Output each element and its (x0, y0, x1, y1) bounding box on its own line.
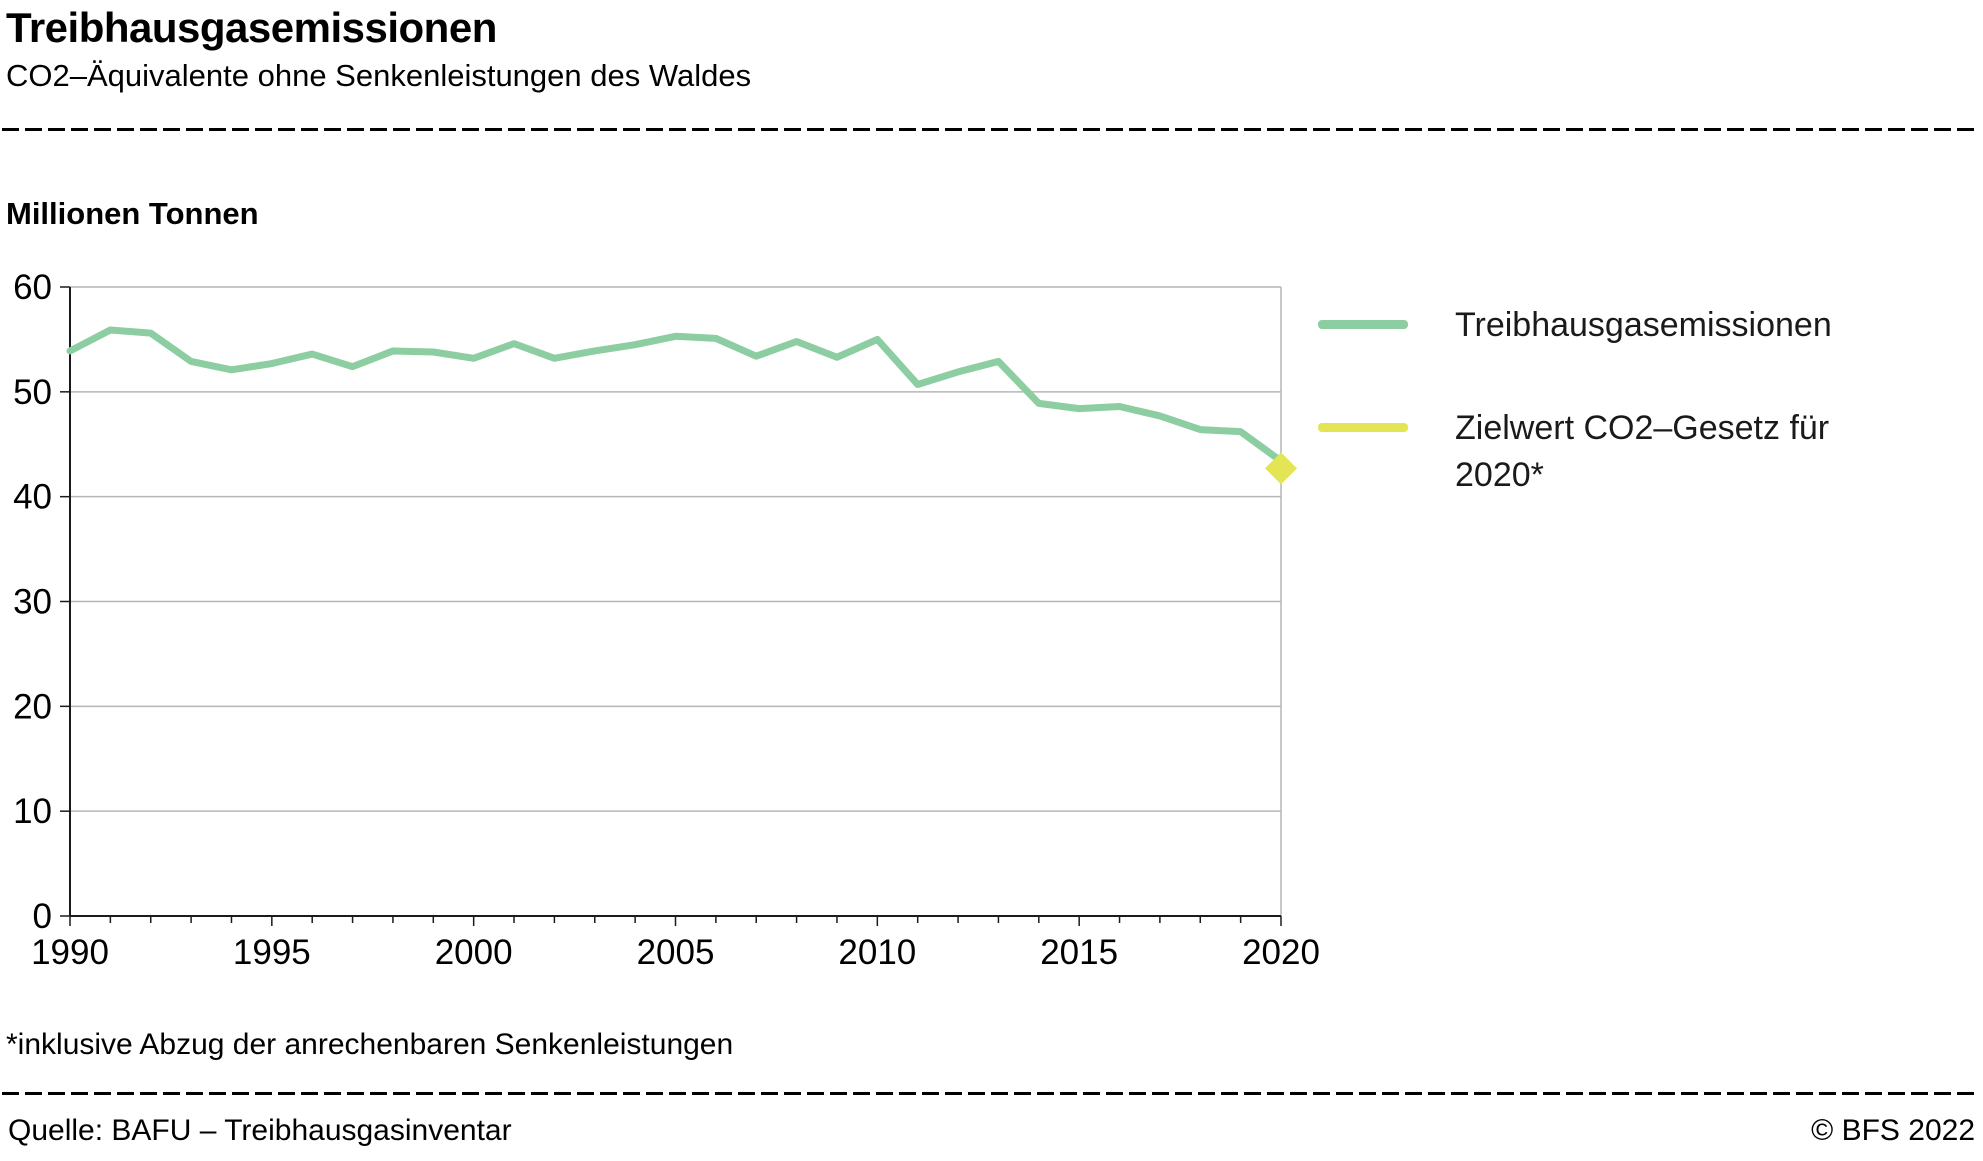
x-tick-label: 2000 (435, 933, 513, 972)
page-subtitle: CO2–Äquivalente ohne Senkenleistungen de… (6, 58, 752, 93)
legend: Treibhausgasemissionen Zielwert CO2–Gese… (1318, 302, 1885, 499)
legend-label-target: Zielwert CO2–Gesetz für 2020* (1455, 408, 1830, 494)
y-tick-label: 0 (33, 897, 52, 936)
x-tick-label: 2005 (637, 933, 715, 972)
x-tick-label: 2015 (1040, 933, 1118, 972)
x-tick-label: 1990 (31, 933, 109, 972)
y-tick-label: 40 (13, 478, 52, 517)
footer: Quelle: BAFU – Treibhausgasinventar © BF… (0, 1114, 1983, 1148)
emissions-chart: 1990 1995 2000 2005 2010 2015 2020 0 10 20 30 40 50 6… (13, 268, 1320, 972)
copyright-text: © BFS 2022 (1811, 1114, 1975, 1147)
y-tick-label: 30 (13, 583, 52, 622)
legend-item-emissions: Treibhausgasemissionen (1318, 302, 1885, 349)
legend-item-target: Zielwert CO2–Gesetz für 2020* (1318, 405, 1885, 499)
source-text: Quelle: BAFU – Treibhausgasinventar (8, 1114, 512, 1147)
legend-swatch-emissions-icon (1318, 320, 1408, 329)
x-tick-label: 2010 (838, 933, 916, 972)
y-tick-label: 10 (13, 792, 52, 831)
y-tick-label: 60 (13, 268, 52, 307)
page-title: Treibhausgasemissionen (6, 4, 497, 51)
y-tick-label: 20 (13, 687, 52, 726)
legend-label-emissions: Treibhausgasemissionen (1455, 306, 1832, 344)
top-divider (2, 128, 1979, 131)
x-tick-label: 2020 (1242, 933, 1320, 972)
emissions-line (66, 326, 1285, 465)
x-tick-label: 1995 (233, 933, 311, 972)
footnote: *inklusive Abzug der anrechenbaren Senke… (6, 1028, 734, 1061)
legend-swatch-target-icon (1318, 422, 1408, 432)
y-axis-title: Millionen Tonnen (6, 196, 259, 231)
bottom-divider (2, 1092, 1979, 1095)
y-tick-label: 50 (13, 373, 52, 412)
target-marker (1265, 452, 1297, 485)
